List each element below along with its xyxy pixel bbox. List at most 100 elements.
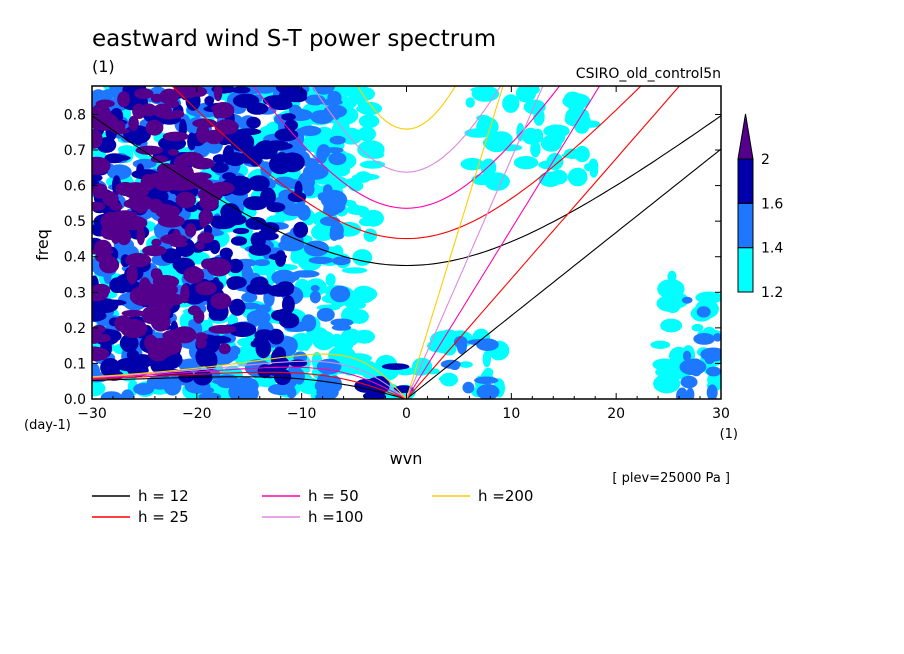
kelvin-wave-h25 — [406, 86, 681, 399]
power-blob — [242, 146, 269, 161]
power-blob — [311, 223, 335, 241]
power-blob — [99, 256, 120, 274]
power-blob — [210, 162, 229, 173]
colorbar-label: 1.6 — [761, 196, 783, 212]
power-blob — [218, 343, 231, 355]
power-blob — [467, 339, 495, 346]
power-blob — [330, 333, 344, 348]
power-blob — [706, 384, 718, 399]
power-blob — [330, 318, 354, 327]
colorbar-label: 2 — [761, 152, 770, 168]
power-blob — [198, 386, 214, 394]
power-blob — [656, 295, 683, 312]
gravity-wave-h25 — [171, 86, 642, 240]
power-blob — [360, 287, 378, 301]
power-blob — [248, 243, 272, 256]
power-blob — [522, 127, 540, 145]
power-blob — [235, 128, 262, 136]
power-blob — [278, 312, 300, 329]
power-blob — [92, 286, 109, 302]
power-blob — [279, 86, 308, 102]
power-blob — [172, 326, 197, 344]
y-tick-label: 0.4 — [64, 250, 86, 266]
power-blob — [325, 273, 336, 287]
y-tick-label: 0.6 — [64, 179, 86, 195]
power-blob — [324, 147, 344, 154]
power-blob — [278, 238, 305, 252]
power-region-8 — [440, 336, 500, 399]
power-blob — [305, 94, 326, 106]
power-blob — [317, 144, 331, 159]
power-blob — [155, 203, 174, 219]
power-blob — [136, 226, 146, 246]
power-blob — [232, 227, 250, 235]
power-blob — [214, 119, 239, 135]
power-blob — [568, 103, 577, 118]
power-blob — [192, 118, 218, 128]
legend-label: h =100 — [308, 508, 363, 526]
power-blob — [574, 117, 590, 134]
power-blob — [247, 175, 270, 192]
power-blob — [142, 245, 167, 257]
power-blob — [136, 163, 145, 178]
y-tick-label: 0.3 — [64, 285, 86, 301]
power-blob — [327, 90, 342, 105]
power-blob — [198, 209, 214, 225]
power-blob — [296, 204, 311, 221]
power-blob — [194, 332, 208, 342]
colorbar-segment — [737, 158, 754, 204]
legend-label: h = 12 — [138, 487, 189, 505]
power-blob — [225, 152, 246, 167]
power-blob — [230, 236, 248, 246]
power-blob — [158, 337, 182, 356]
power-blob — [363, 228, 378, 242]
power-blob — [360, 361, 378, 379]
power-blob — [119, 334, 139, 353]
rossby-wave-h50 — [92, 366, 407, 399]
power-blob — [686, 387, 695, 399]
power-blob — [317, 192, 328, 202]
power-blob — [359, 217, 375, 227]
power-blob — [206, 258, 232, 277]
power-blob — [125, 252, 152, 268]
plot-area — [91, 85, 722, 400]
power-blob — [123, 199, 137, 208]
power-blob — [696, 306, 711, 318]
power-blob — [92, 173, 103, 182]
colorbar-segment — [737, 202, 754, 249]
dispersion-curve-h100 — [92, 86, 544, 399]
power-blob — [151, 306, 171, 319]
power-blob — [291, 270, 320, 278]
power-blob — [243, 196, 268, 211]
power-blob — [209, 181, 235, 195]
power-blob — [232, 93, 260, 109]
power-blob — [562, 93, 591, 110]
power-blob — [277, 308, 289, 317]
power-blob — [175, 191, 197, 209]
kelvin-wave-h50 — [406, 86, 601, 399]
power-blob — [246, 116, 261, 129]
power-blob — [492, 347, 501, 361]
power-blob — [145, 119, 164, 136]
power-blob — [449, 362, 460, 371]
power-blob — [159, 88, 179, 105]
power-blob — [359, 160, 386, 169]
power-blob — [281, 113, 296, 121]
y-tick-label: 0.1 — [64, 356, 86, 372]
power-blob — [352, 249, 373, 266]
power-blob — [219, 247, 233, 259]
power-blob — [435, 339, 451, 354]
power-blob — [109, 277, 125, 294]
rossby-wave-h200 — [92, 353, 407, 399]
power-blob — [271, 269, 297, 286]
power-blob — [117, 91, 130, 108]
power-blob — [100, 358, 121, 378]
power-blob — [127, 354, 150, 372]
power-blob — [513, 156, 539, 170]
chart-subtitle-right: CSIRO_old_control5n — [576, 66, 721, 82]
power-blob — [318, 114, 328, 122]
legend-label: h = 25 — [138, 508, 189, 526]
power-blob — [191, 86, 207, 97]
x-tick-label: 20 — [607, 406, 625, 422]
power-blob — [334, 164, 343, 174]
